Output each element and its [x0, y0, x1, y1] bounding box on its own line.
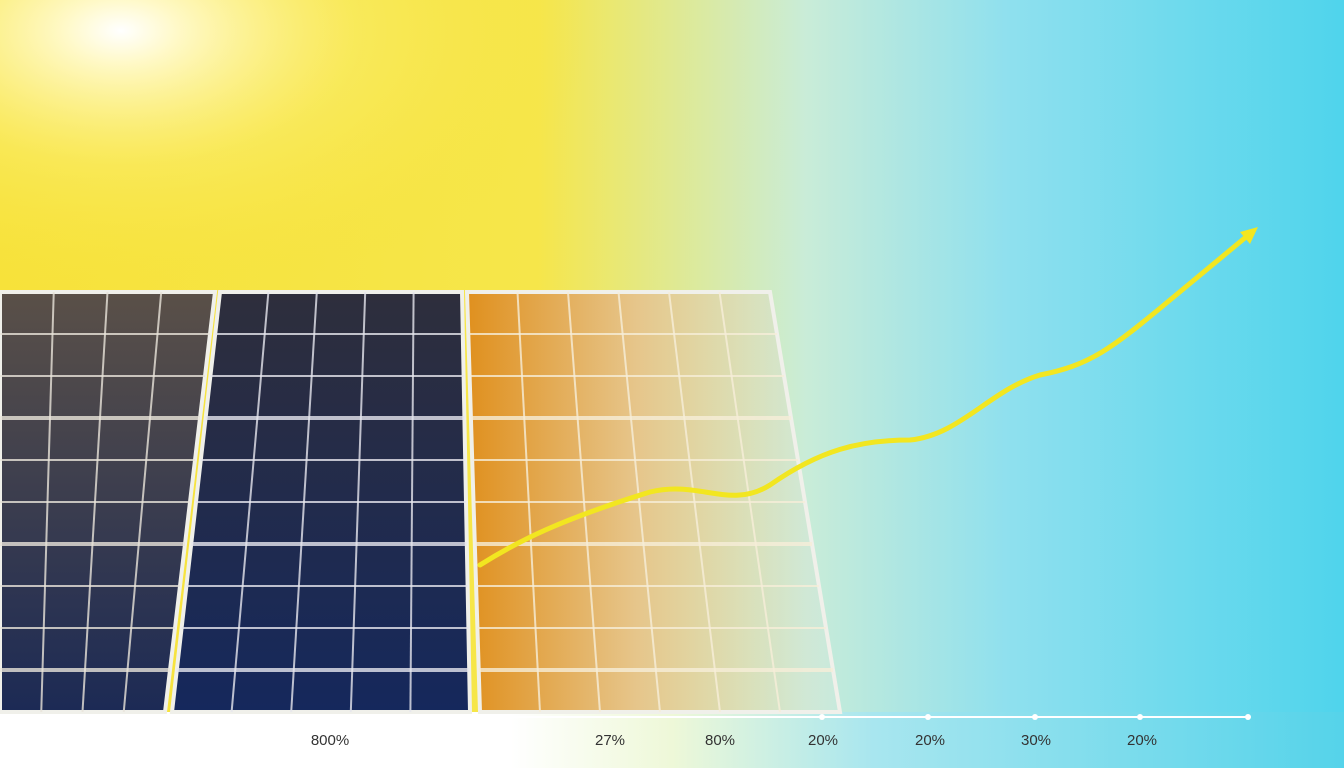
cell-line [516, 291, 541, 713]
arrow-head [1240, 227, 1258, 244]
cell-line [349, 291, 367, 713]
cell-line [81, 291, 109, 713]
cell-line [617, 291, 661, 713]
cell-line [718, 291, 781, 713]
axis-dot [1032, 714, 1038, 720]
axis-dot [1245, 714, 1251, 720]
solar-panels [0, 290, 843, 714]
axis-label: 20% [808, 732, 838, 749]
axis-label: 80% [705, 732, 735, 749]
axis-label: 20% [1127, 732, 1157, 749]
axis-label: 800% [311, 732, 349, 749]
cell-line [409, 291, 415, 713]
axis-dot [1137, 714, 1143, 720]
cell-line [668, 291, 721, 713]
axis-dot [925, 714, 931, 720]
cell-line [230, 291, 270, 713]
cell-line [567, 291, 601, 713]
ground [0, 712, 1344, 768]
cell-line [122, 291, 163, 713]
axis-label: 30% [1021, 732, 1051, 749]
cell-line [290, 291, 318, 713]
axis-label: 20% [915, 732, 945, 749]
axis-labels: 800% 27% 80% 20% 20% 30% 20% [311, 732, 1157, 749]
axis-dot [819, 714, 825, 720]
axis-label: 27% [595, 732, 625, 749]
cell-line [40, 291, 55, 713]
trend-arrow [477, 229, 1255, 568]
